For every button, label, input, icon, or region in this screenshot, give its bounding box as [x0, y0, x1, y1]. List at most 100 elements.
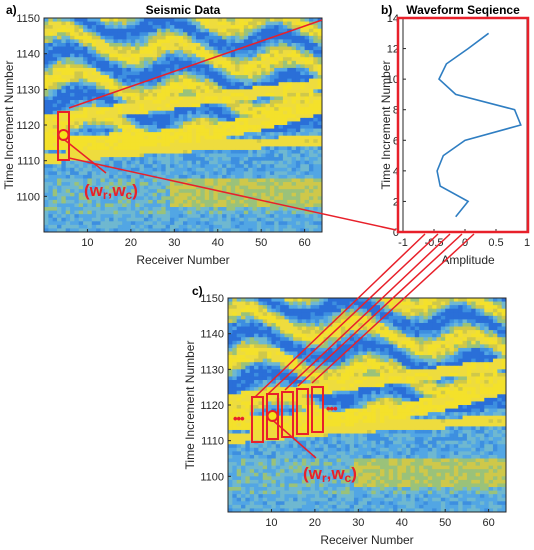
- heatmap-cell: [109, 174, 114, 179]
- heatmap-cell: [501, 355, 507, 360]
- heatmap-cell: [241, 326, 246, 331]
- heatmap-cell: [57, 103, 62, 108]
- heatmap-cell: [78, 50, 84, 55]
- heatmap-cell: [44, 203, 49, 208]
- heatmap-cell: [187, 107, 193, 112]
- heatmap-cell: [228, 358, 233, 363]
- heatmap-cell: [310, 347, 316, 352]
- heatmap-cell: [174, 71, 180, 76]
- heatmap-cell: [117, 160, 123, 165]
- heatmap-cell: [117, 139, 123, 144]
- heatmap-cell: [313, 35, 319, 40]
- heatmap-cell: [314, 351, 320, 356]
- heatmap-cell: [243, 228, 249, 233]
- heatmap-cell: [117, 92, 123, 97]
- heatmap-cell: [152, 46, 158, 51]
- heatmap-cell: [200, 128, 206, 133]
- heatmap-cell: [282, 28, 288, 33]
- heatmap-cell: [261, 189, 266, 194]
- heatmap-cell: [287, 57, 292, 62]
- heatmap-cell: [358, 330, 364, 335]
- heatmap-cell: [232, 344, 238, 349]
- heatmap-cell: [345, 330, 351, 335]
- heatmap-cell: [156, 35, 162, 40]
- heatmap-cell: [367, 305, 372, 310]
- heatmap-cell: [87, 96, 93, 101]
- heatmap-cell: [488, 305, 494, 310]
- heatmap-cell: [209, 146, 214, 151]
- heatmap-cell: [314, 344, 320, 349]
- heatmap-cell: [122, 199, 127, 204]
- heatmap-cell: [243, 50, 249, 55]
- heatmap-cell: [78, 128, 84, 133]
- heatmap-cell: [65, 196, 71, 201]
- heatmap-cell: [332, 333, 337, 338]
- heatmap-cell: [332, 347, 337, 352]
- heatmap-cell: [249, 351, 255, 356]
- heatmap-cell: [165, 203, 171, 208]
- heatmap-cell: [235, 114, 240, 119]
- heatmap-cell: [78, 157, 84, 162]
- heatmap-cell: [165, 75, 171, 80]
- heatmap-cell: [235, 217, 240, 222]
- heatmap-cell: [52, 21, 58, 26]
- heatmap-cell: [301, 305, 307, 310]
- heatmap-cell: [261, 18, 266, 22]
- heatmap-cell: [200, 85, 206, 90]
- heatmap-cell: [295, 46, 301, 51]
- heatmap-cell: [48, 203, 54, 208]
- heatmap-cell: [313, 125, 319, 129]
- heatmap-cell: [174, 50, 180, 55]
- heatmap-cell: [239, 85, 245, 90]
- heatmap-cell: [295, 117, 301, 122]
- heatmap-cell: [143, 128, 149, 133]
- heatmap-cell: [96, 110, 101, 115]
- heatmap-cell: [113, 217, 119, 222]
- heatmap-cell: [274, 167, 279, 172]
- heatmap-cell: [471, 347, 476, 352]
- heatmap-cell: [44, 139, 49, 144]
- heatmap-cell: [61, 53, 67, 58]
- heatmap-cell: [388, 337, 394, 342]
- heatmap-cell: [436, 301, 442, 306]
- heatmap-cell: [204, 67, 210, 72]
- heatmap-cell: [191, 178, 197, 183]
- heatmap-cell: [226, 153, 232, 158]
- heatmap-cell: [209, 35, 214, 40]
- heatmap-cell: [313, 110, 319, 115]
- heatmap-cell: [165, 217, 171, 222]
- heatmap-cell: [304, 82, 310, 87]
- heatmap-cell: [243, 60, 249, 65]
- heatmap-cell: [169, 210, 175, 215]
- heatmap-cell: [235, 67, 240, 72]
- heatmap-cell: [48, 25, 54, 30]
- heatmap-cell: [479, 344, 485, 349]
- heatmap-cell: [261, 178, 266, 183]
- heatmap-cell: [57, 185, 62, 190]
- heatmap-cell: [278, 100, 284, 104]
- heatmap-cell: [187, 21, 193, 26]
- heatmap-cell: [419, 351, 424, 356]
- heatmap-cell: [135, 174, 140, 179]
- heatmap-cell: [282, 39, 288, 44]
- heatmap-cell: [165, 114, 171, 119]
- heatmap-cell: [432, 340, 437, 345]
- heatmap-cell: [261, 171, 266, 176]
- heatmap-cell: [87, 217, 93, 222]
- heatmap-cell: [178, 35, 184, 40]
- heatmap-cell: [174, 75, 180, 80]
- heatmap-cell: [183, 107, 188, 112]
- heatmap-cell: [287, 210, 292, 215]
- heatmap-cell: [280, 340, 285, 345]
- heatmap-cell: [254, 322, 259, 327]
- heatmap-cell: [371, 308, 377, 313]
- heatmap-cell: [287, 53, 292, 58]
- heatmap-cell: [126, 196, 132, 201]
- heatmap-cell: [235, 128, 240, 133]
- heatmap-cell: [122, 67, 127, 72]
- heatmap-cell: [213, 64, 219, 69]
- heatmap-cell: [287, 196, 292, 201]
- heatmap-cell: [209, 171, 214, 176]
- heatmap-cell: [304, 182, 310, 187]
- heatmap-cell: [100, 214, 106, 219]
